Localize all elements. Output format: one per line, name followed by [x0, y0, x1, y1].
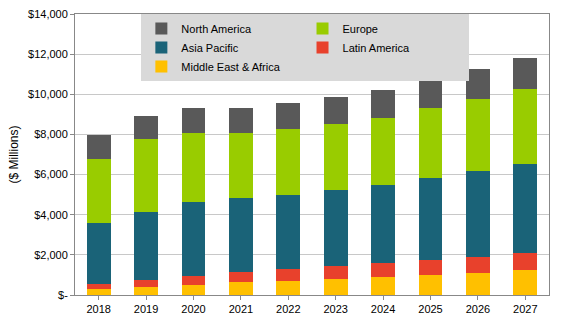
svg-text:2019: 2019	[134, 303, 158, 315]
svg-text:$4,000: $4,000	[34, 209, 68, 221]
svg-text:Asia Pacific: Asia Pacific	[181, 42, 238, 54]
svg-text:($ Millions): ($ Millions)	[7, 125, 21, 183]
svg-text:2026: 2026	[466, 303, 490, 315]
svg-text:$6,000: $6,000	[34, 168, 68, 180]
svg-text:$14,000: $14,000	[28, 8, 68, 20]
svg-text:$2,000: $2,000	[34, 249, 68, 261]
svg-text:North America: North America	[181, 23, 252, 35]
svg-text:Middle East & Africa: Middle East & Africa	[181, 61, 280, 73]
svg-text:Latin America: Latin America	[343, 42, 411, 54]
svg-text:$8,000: $8,000	[34, 128, 68, 140]
svg-text:2024: 2024	[371, 303, 395, 315]
svg-text:2027: 2027	[513, 303, 537, 315]
svg-text:2018: 2018	[86, 303, 110, 315]
svg-text:$10,000: $10,000	[28, 88, 68, 100]
svg-text:2022: 2022	[276, 303, 300, 315]
svg-text:$12,000: $12,000	[28, 48, 68, 60]
svg-text:2023: 2023	[323, 303, 347, 315]
svg-text:2025: 2025	[418, 303, 442, 315]
svg-text:$-: $-	[58, 289, 68, 301]
svg-text:Europe: Europe	[343, 23, 378, 35]
svg-text:2020: 2020	[181, 303, 205, 315]
svg-text:2021: 2021	[229, 303, 253, 315]
